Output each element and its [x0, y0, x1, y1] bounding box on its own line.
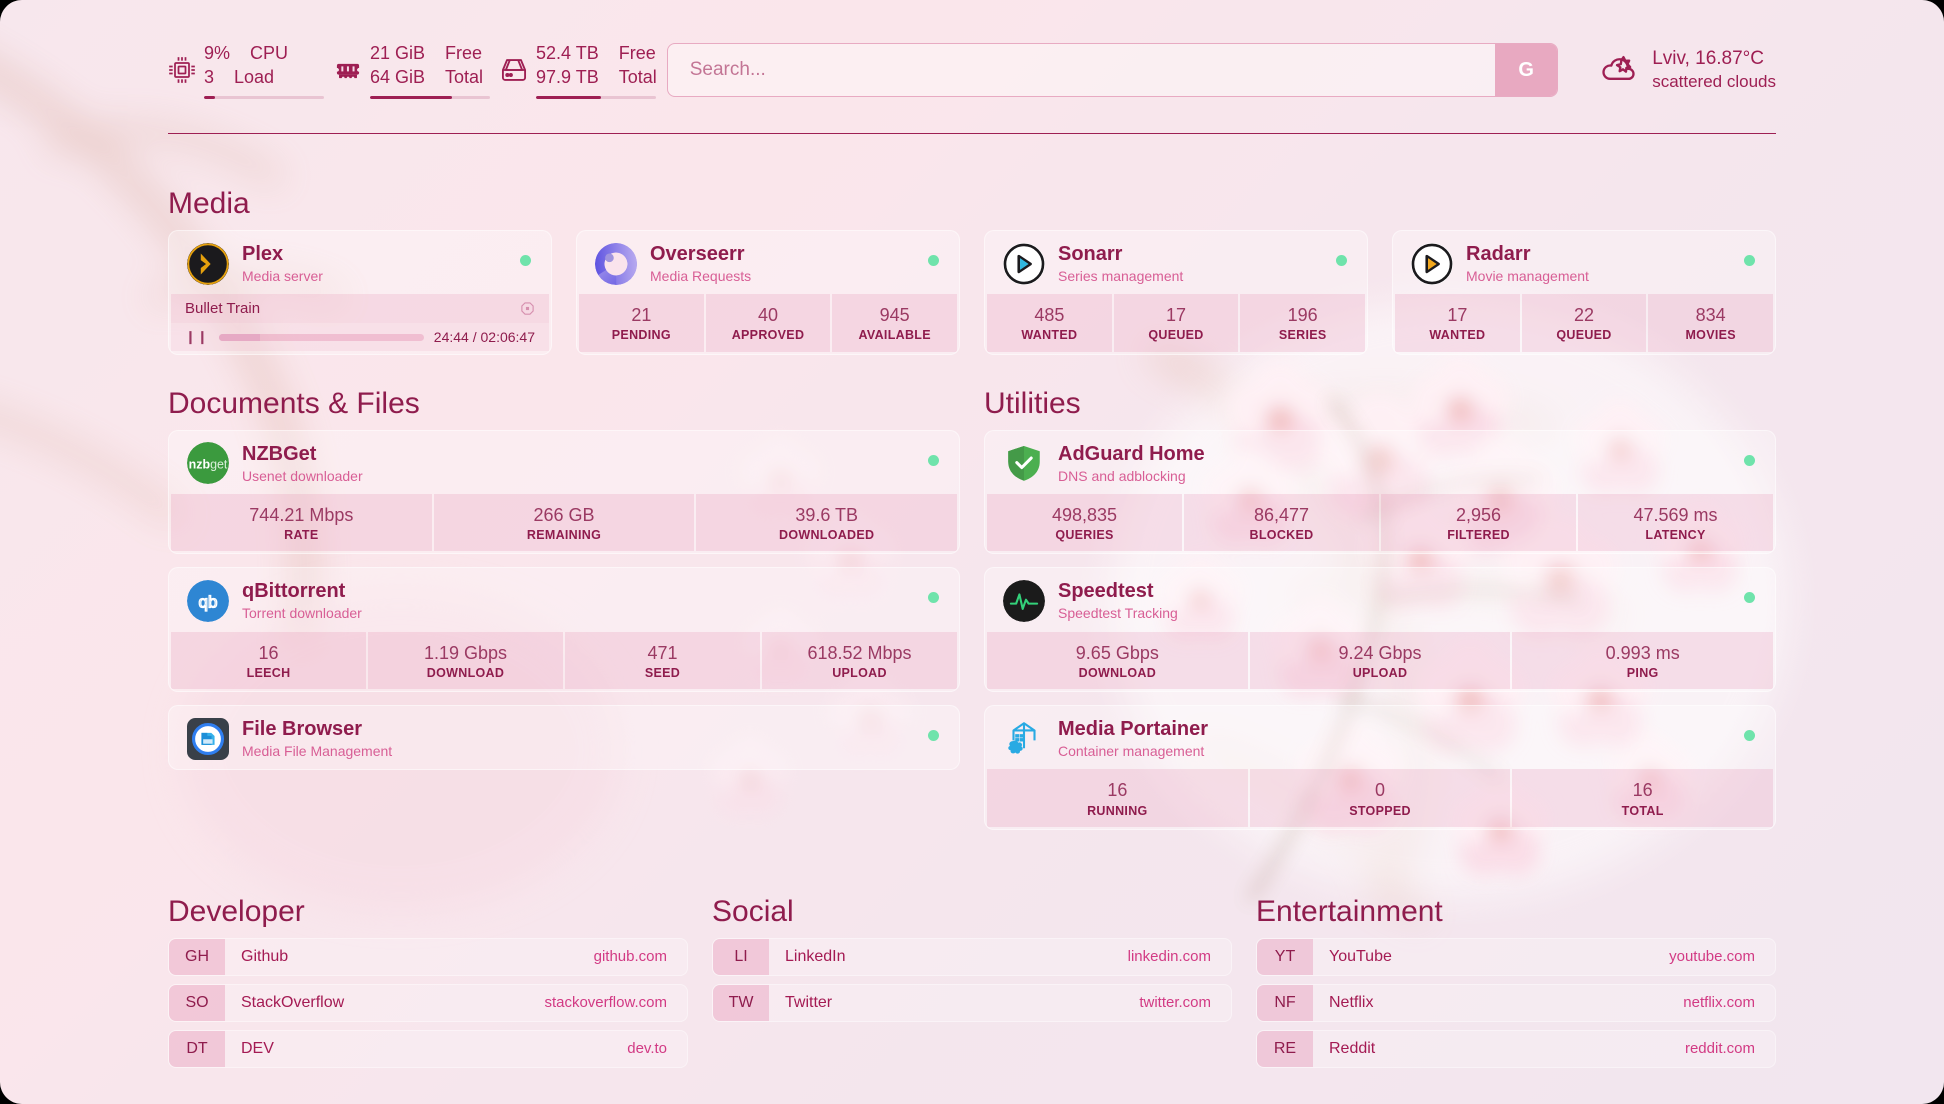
svg-text:qb: qb [199, 593, 218, 612]
svg-text:nzbget: nzbget [189, 458, 228, 472]
